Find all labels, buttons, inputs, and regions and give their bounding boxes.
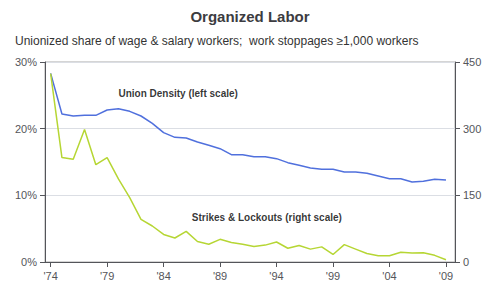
- svg-text:'99: '99: [326, 270, 340, 282]
- svg-text:0: 0: [463, 256, 469, 268]
- svg-text:Unionized share of wage & sala: Unionized share of wage & salary workers…: [15, 34, 418, 48]
- svg-text:300: 300: [463, 123, 481, 135]
- svg-text:Organized Labor: Organized Labor: [190, 8, 309, 25]
- svg-text:'79: '79: [100, 270, 114, 282]
- svg-text:150: 150: [463, 189, 481, 201]
- svg-text:'04: '04: [382, 270, 396, 282]
- svg-text:30%: 30%: [15, 56, 37, 68]
- svg-text:'89: '89: [213, 270, 227, 282]
- svg-text:'94: '94: [269, 270, 283, 282]
- svg-text:Union Density (left scale): Union Density (left scale): [118, 88, 237, 99]
- svg-text:20%: 20%: [15, 123, 37, 135]
- svg-text:10%: 10%: [15, 189, 37, 201]
- svg-text:'84: '84: [156, 270, 170, 282]
- svg-text:'09: '09: [439, 270, 453, 282]
- svg-text:450: 450: [463, 56, 481, 68]
- svg-text:Strikes & Lockouts (right scal: Strikes & Lockouts (right scale): [192, 212, 342, 223]
- svg-text:'74: '74: [43, 270, 57, 282]
- svg-text:0%: 0%: [21, 256, 37, 268]
